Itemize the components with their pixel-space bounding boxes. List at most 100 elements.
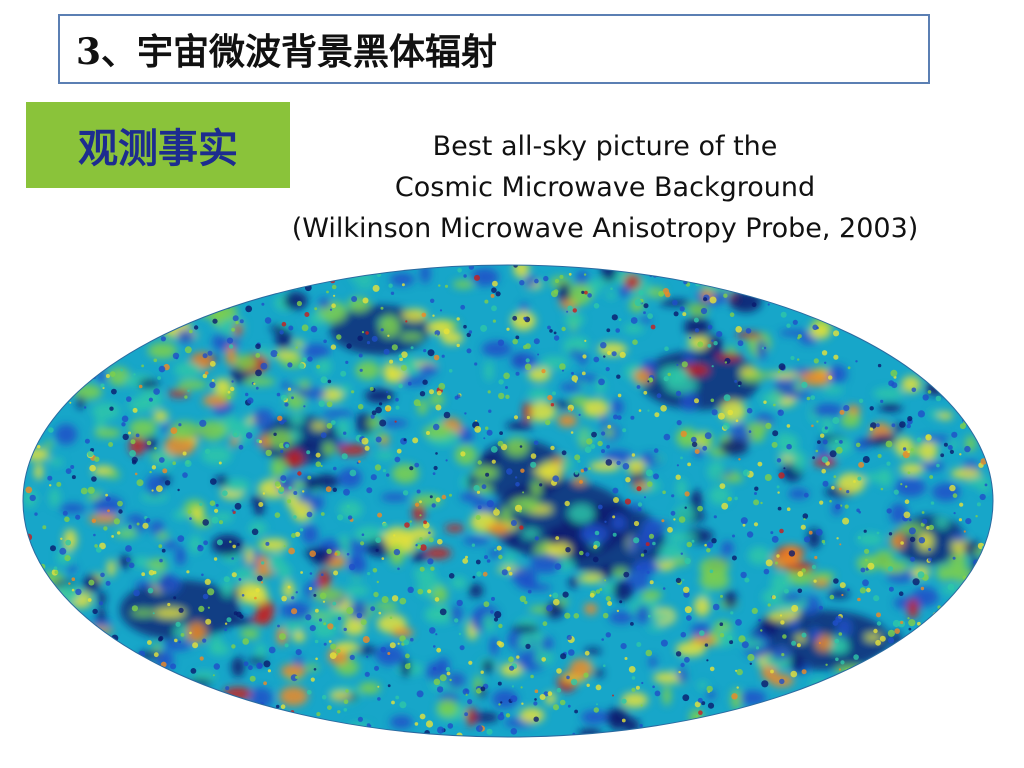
temperature-speck — [617, 393, 622, 398]
temperature-speck — [433, 645, 436, 648]
temperature-speck — [567, 305, 573, 311]
temperature-speck — [316, 364, 321, 369]
temperature-speck — [212, 318, 218, 324]
temperature-speck — [346, 607, 354, 615]
temperature-speck — [777, 370, 781, 374]
temperature-speck — [327, 379, 332, 384]
temperature-speck — [416, 690, 424, 698]
temperature-speck — [891, 382, 898, 389]
temperature-blob — [107, 470, 120, 479]
caption-line-2: Cosmic Microwave Background — [394, 172, 816, 203]
temperature-speck — [318, 618, 323, 622]
temperature-speck — [370, 606, 376, 612]
temperature-speck — [606, 328, 611, 333]
temperature-speck — [270, 350, 278, 358]
temperature-speck — [777, 491, 780, 494]
temperature-speck — [481, 484, 487, 490]
temperature-blob — [606, 291, 616, 300]
temperature-speck — [326, 401, 333, 408]
temperature-speck — [209, 500, 216, 507]
temperature-blob — [557, 282, 571, 303]
temperature-speck — [454, 395, 459, 400]
temperature-speck — [554, 563, 562, 570]
temperature-speck — [839, 487, 842, 491]
temperature-speck — [844, 504, 849, 509]
temperature-speck — [315, 452, 321, 458]
temperature-speck — [211, 379, 215, 382]
temperature-speck — [783, 588, 789, 594]
temperature-speck — [833, 578, 839, 584]
temperature-speck — [763, 400, 767, 404]
temperature-speck — [519, 595, 527, 602]
temperature-blob — [298, 441, 320, 450]
temperature-blob — [261, 538, 289, 552]
temperature-blob — [176, 380, 208, 390]
temperature-speck — [593, 544, 598, 550]
temperature-blob — [375, 644, 405, 666]
temperature-speck — [397, 567, 400, 571]
temperature-speck — [603, 664, 606, 667]
temperature-blob — [979, 483, 989, 494]
temperature-speck — [876, 531, 880, 535]
temperature-speck — [900, 483, 903, 486]
temperature-blob — [186, 622, 207, 644]
temperature-speck — [976, 502, 981, 507]
temperature-speck — [760, 629, 763, 632]
temperature-speck — [552, 475, 559, 483]
temperature-speck — [581, 290, 585, 294]
temperature-speck — [337, 616, 342, 621]
temperature-speck — [675, 651, 682, 657]
temperature-speck — [782, 581, 785, 585]
temperature-blob — [215, 475, 229, 487]
temperature-blob — [666, 532, 698, 543]
temperature-speck — [595, 684, 602, 691]
temperature-speck — [767, 303, 770, 306]
temperature-blob — [563, 337, 586, 356]
temperature-speck — [986, 540, 990, 544]
temperature-speck — [258, 440, 262, 444]
temperature-speck — [329, 308, 333, 311]
temperature-speck — [533, 716, 539, 722]
temperature-speck — [658, 290, 665, 297]
temperature-blob — [337, 418, 349, 440]
temperature-speck — [815, 449, 819, 453]
temperature-speck — [899, 421, 906, 428]
temperature-blob — [270, 458, 286, 477]
temperature-speck — [372, 284, 380, 292]
temperature-speck — [952, 493, 958, 498]
temperature-speck — [678, 516, 686, 523]
temperature-speck — [607, 424, 612, 429]
temperature-speck — [122, 433, 129, 441]
temperature-speck — [253, 382, 256, 385]
temperature-speck — [903, 511, 911, 519]
temperature-blob — [255, 643, 266, 658]
temperature-speck — [660, 405, 667, 412]
temperature-speck — [566, 310, 569, 313]
temperature-speck — [890, 369, 898, 377]
temperature-speck — [184, 395, 188, 399]
temperature-blob — [354, 283, 377, 290]
temperature-speck — [465, 693, 468, 696]
temperature-speck — [907, 416, 913, 422]
temperature-blob — [513, 265, 530, 279]
temperature-speck — [650, 324, 656, 330]
temperature-speck — [260, 581, 264, 584]
temperature-speck — [351, 296, 358, 302]
temperature-speck — [917, 410, 926, 418]
temperature-speck — [619, 600, 623, 604]
temperature-speck — [520, 468, 525, 473]
temperature-blob — [173, 510, 188, 520]
temperature-speck — [510, 520, 517, 526]
temperature-speck — [680, 662, 685, 668]
temperature-speck — [920, 586, 925, 591]
temperature-speck — [460, 304, 466, 310]
temperature-speck — [898, 591, 904, 596]
temperature-speck — [721, 502, 729, 510]
temperature-speck — [547, 325, 551, 330]
temperature-speck — [568, 409, 571, 413]
temperature-speck — [856, 508, 860, 513]
temperature-blob — [303, 477, 321, 491]
temperature-speck — [583, 273, 587, 276]
temperature-speck — [330, 344, 337, 350]
temperature-blob — [578, 350, 588, 366]
